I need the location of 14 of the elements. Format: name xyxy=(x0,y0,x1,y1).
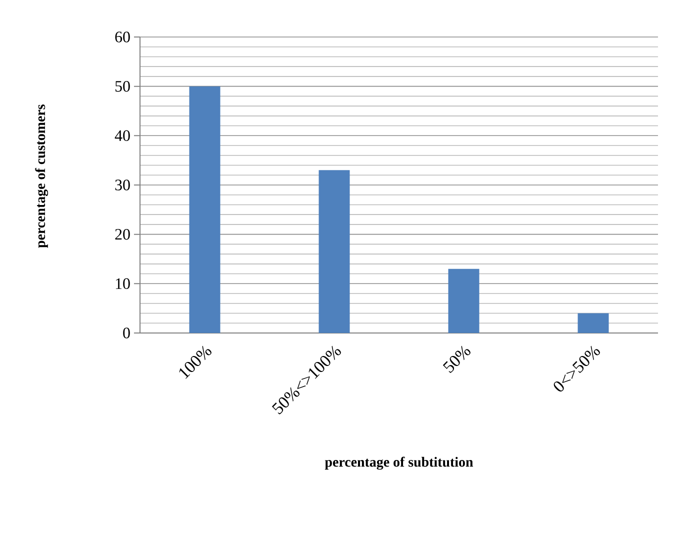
y-tick-label: 10 xyxy=(116,278,130,290)
y-tick-label: 40 xyxy=(114,130,130,142)
y-tick-label: 0 xyxy=(123,328,130,338)
y-axis-title: percentage of customers xyxy=(35,104,48,248)
bar xyxy=(189,86,220,333)
x-axis-title: percentage of subtitution xyxy=(324,456,474,470)
y-tick-label: 30 xyxy=(115,180,130,190)
y-tick-label: 50 xyxy=(115,80,130,92)
bar xyxy=(578,313,609,333)
bar xyxy=(318,170,350,333)
y-tick-label: 20 xyxy=(115,228,130,240)
bar xyxy=(448,268,480,333)
y-tick-label: 60 xyxy=(115,32,130,42)
x-tick-label: 50% xyxy=(442,346,470,373)
